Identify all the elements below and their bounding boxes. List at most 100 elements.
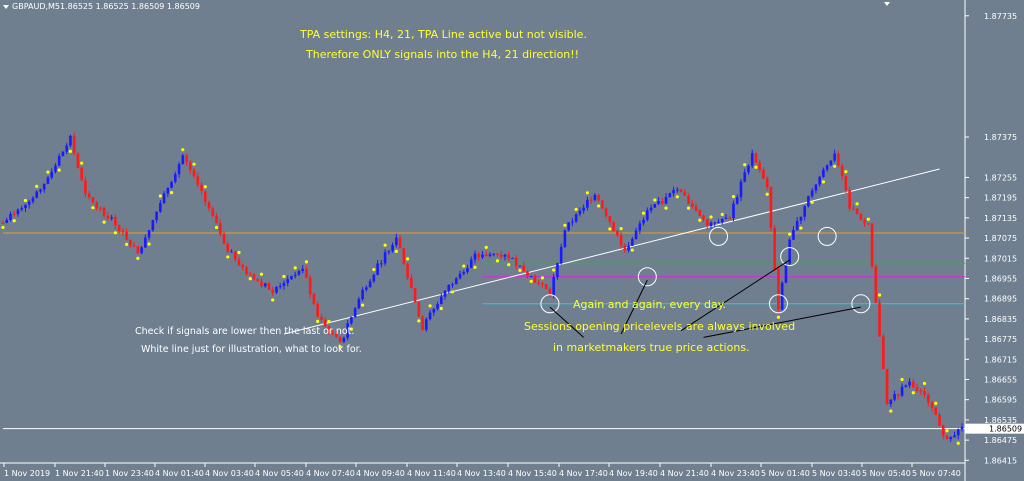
candle-body <box>140 247 143 254</box>
candle-body <box>248 274 252 276</box>
candle-body <box>870 223 874 267</box>
candle-body <box>672 190 675 194</box>
x-tick-label: 1 Nov 23:40 <box>105 469 154 478</box>
dropdown-icon[interactable] <box>3 5 9 9</box>
candle-body <box>80 167 83 181</box>
candle-body <box>559 246 563 264</box>
signal-dot <box>113 231 117 235</box>
candle-body <box>39 189 42 192</box>
candle-body <box>12 213 16 215</box>
pointer-line <box>680 259 790 332</box>
candle-body <box>949 437 953 440</box>
candle-body <box>484 254 488 257</box>
signal-dot <box>181 148 185 152</box>
candle-body <box>649 207 653 211</box>
candle-body <box>5 219 9 223</box>
candle-body <box>350 316 353 324</box>
candle-body <box>664 197 668 204</box>
signal-dot <box>630 248 634 252</box>
candle-body <box>698 210 702 216</box>
scroll-up-icon[interactable] <box>884 2 890 6</box>
candle-body <box>601 200 604 209</box>
candle-body <box>50 171 53 178</box>
candle-body <box>960 426 964 430</box>
candle-body <box>938 415 941 426</box>
candle-body <box>233 251 237 260</box>
signal-dot <box>799 226 803 230</box>
candle-body <box>473 253 477 260</box>
candle-body <box>765 178 769 188</box>
signal-dot <box>720 212 724 217</box>
candle-body <box>488 254 492 257</box>
candle-body <box>410 278 413 289</box>
signal-dot <box>428 304 432 308</box>
candle-body <box>608 216 612 223</box>
candle-body <box>597 194 600 201</box>
candle-body <box>451 284 454 286</box>
candle-body <box>882 336 885 370</box>
candle-body <box>807 196 810 207</box>
annotation-check-line1: Check if signals are lower then the last… <box>135 326 354 337</box>
y-tick-label: 1.86535 <box>984 416 1017 425</box>
signal-dot <box>833 164 837 168</box>
candle-body <box>1 222 5 224</box>
candle-body <box>376 263 379 275</box>
candle-body <box>125 231 128 240</box>
candle-body <box>203 191 207 203</box>
signal-dot <box>1 225 5 230</box>
candle-body <box>780 282 784 310</box>
candle-body <box>496 253 499 255</box>
candle-body <box>387 251 391 253</box>
candle-body <box>578 210 582 215</box>
candle-body <box>900 386 904 396</box>
signal-dot <box>462 264 466 268</box>
signal-dot <box>788 232 792 236</box>
candle-body <box>822 169 825 177</box>
candle-body <box>627 245 630 251</box>
candle-body <box>76 153 80 168</box>
annotation-tpa: TPA settings: H4, 21, TPA Line active bu… <box>299 28 587 61</box>
candle-body <box>406 263 409 279</box>
signal-dot <box>608 227 612 231</box>
candle-body <box>189 162 192 170</box>
trend-line-group <box>283 168 940 335</box>
candle-body <box>278 285 282 288</box>
candle-body <box>192 169 196 177</box>
signal-dot <box>361 303 365 307</box>
candle-body <box>398 237 402 249</box>
candle-body <box>818 176 821 185</box>
signal-dot <box>214 225 219 230</box>
candle-body <box>215 215 218 224</box>
candle-body <box>526 271 529 277</box>
candle-body <box>548 289 552 295</box>
candle-body <box>571 221 574 223</box>
candle-body <box>222 233 226 244</box>
signal-dot <box>23 198 28 203</box>
x-tick-label: 4 Nov 01:40 <box>155 469 204 478</box>
annotation-again-line2: Sessions opening pricelevels are always … <box>524 320 795 333</box>
candle-body <box>114 217 117 226</box>
x-tick-label: 4 Nov 19:40 <box>609 469 658 478</box>
candle-body <box>432 308 436 313</box>
candle-body <box>511 257 514 259</box>
annotation-again-line1: Again and again, every day. <box>573 298 726 311</box>
candle-body <box>218 223 222 234</box>
candle-body <box>567 222 570 231</box>
x-tick-label: 4 Nov 15:40 <box>508 469 557 478</box>
candle-body <box>589 199 593 201</box>
candle-body <box>477 253 481 258</box>
candle-body <box>61 151 65 157</box>
signal-dot <box>405 257 410 261</box>
candle-body <box>915 387 919 391</box>
x-tick-label: 4 Nov 23:40 <box>711 469 760 478</box>
pointer-line <box>620 279 648 335</box>
candle-body <box>177 164 181 175</box>
signal-dot <box>484 245 488 249</box>
candle-body <box>941 425 945 436</box>
candle-body <box>481 254 484 258</box>
candle-body <box>537 282 540 284</box>
y-tick-label: 1.87375 <box>984 133 1017 142</box>
